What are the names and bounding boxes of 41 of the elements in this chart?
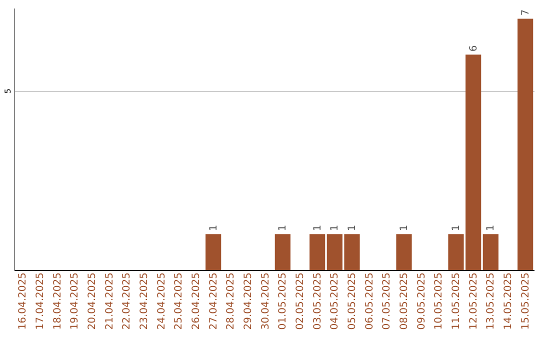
x-tick-label: 18.04.2025	[52, 272, 64, 330]
x-tick-label: 22.04.2025	[122, 272, 133, 330]
data-label: 1	[451, 224, 462, 232]
data-label: 1	[399, 224, 410, 232]
x-tick-label: 23.04.2025	[139, 272, 150, 330]
x-tick-label: 25.04.2025	[174, 272, 185, 330]
x-tick-label: 09.05.2025	[416, 272, 428, 330]
x-tick-label: 01.05.2025	[278, 272, 289, 330]
x-tick-label: 26.04.2025	[191, 272, 202, 330]
x-tick-label: 20.04.2025	[87, 272, 98, 330]
data-label: 7	[520, 9, 532, 16]
x-tick-label: 04.05.2025	[330, 272, 341, 330]
x-tick-label: 21.04.2025	[104, 272, 116, 330]
x-tick-label: 15.05.2025	[520, 272, 532, 330]
data-label: 1	[208, 224, 220, 232]
x-tick-label: 05.05.2025	[347, 272, 358, 330]
x-tick-label: 28.04.2025	[226, 272, 237, 330]
x-tick-label: 14.05.2025	[503, 272, 514, 330]
data-label: 1	[486, 224, 497, 232]
x-tick-label: 12.05.2025	[468, 272, 480, 330]
x-tick-label: 27.04.2025	[208, 272, 220, 330]
x-tick-label: 11.05.2025	[451, 272, 462, 330]
x-tick-label: 10.05.2025	[434, 272, 445, 330]
y-tick-label: 5	[4, 88, 12, 94]
x-tick-label: 13.05.2025	[486, 272, 497, 330]
data-label: 1	[312, 224, 324, 232]
x-tick-label: 06.05.2025	[364, 272, 376, 330]
x-tick-label: 07.05.2025	[382, 272, 393, 330]
data-label: 1	[347, 224, 358, 232]
data-label: 1	[330, 224, 341, 232]
data-label: 1	[278, 224, 289, 232]
x-tick-label: 30.04.2025	[260, 272, 272, 330]
x-tick-label: 02.05.2025	[295, 272, 306, 330]
x-tick-label: 16.04.2025	[18, 272, 29, 330]
x-tick-label: 17.04.2025	[35, 272, 46, 330]
data-label: 6	[468, 45, 480, 52]
x-tick-label: 08.05.2025	[399, 272, 410, 330]
x-tick-label: 24.04.2025	[156, 272, 168, 330]
x-tick-label: 19.04.2025	[70, 272, 81, 330]
x-tick-label: 03.05.2025	[312, 272, 324, 330]
x-tick-label: 29.04.2025	[243, 272, 254, 330]
